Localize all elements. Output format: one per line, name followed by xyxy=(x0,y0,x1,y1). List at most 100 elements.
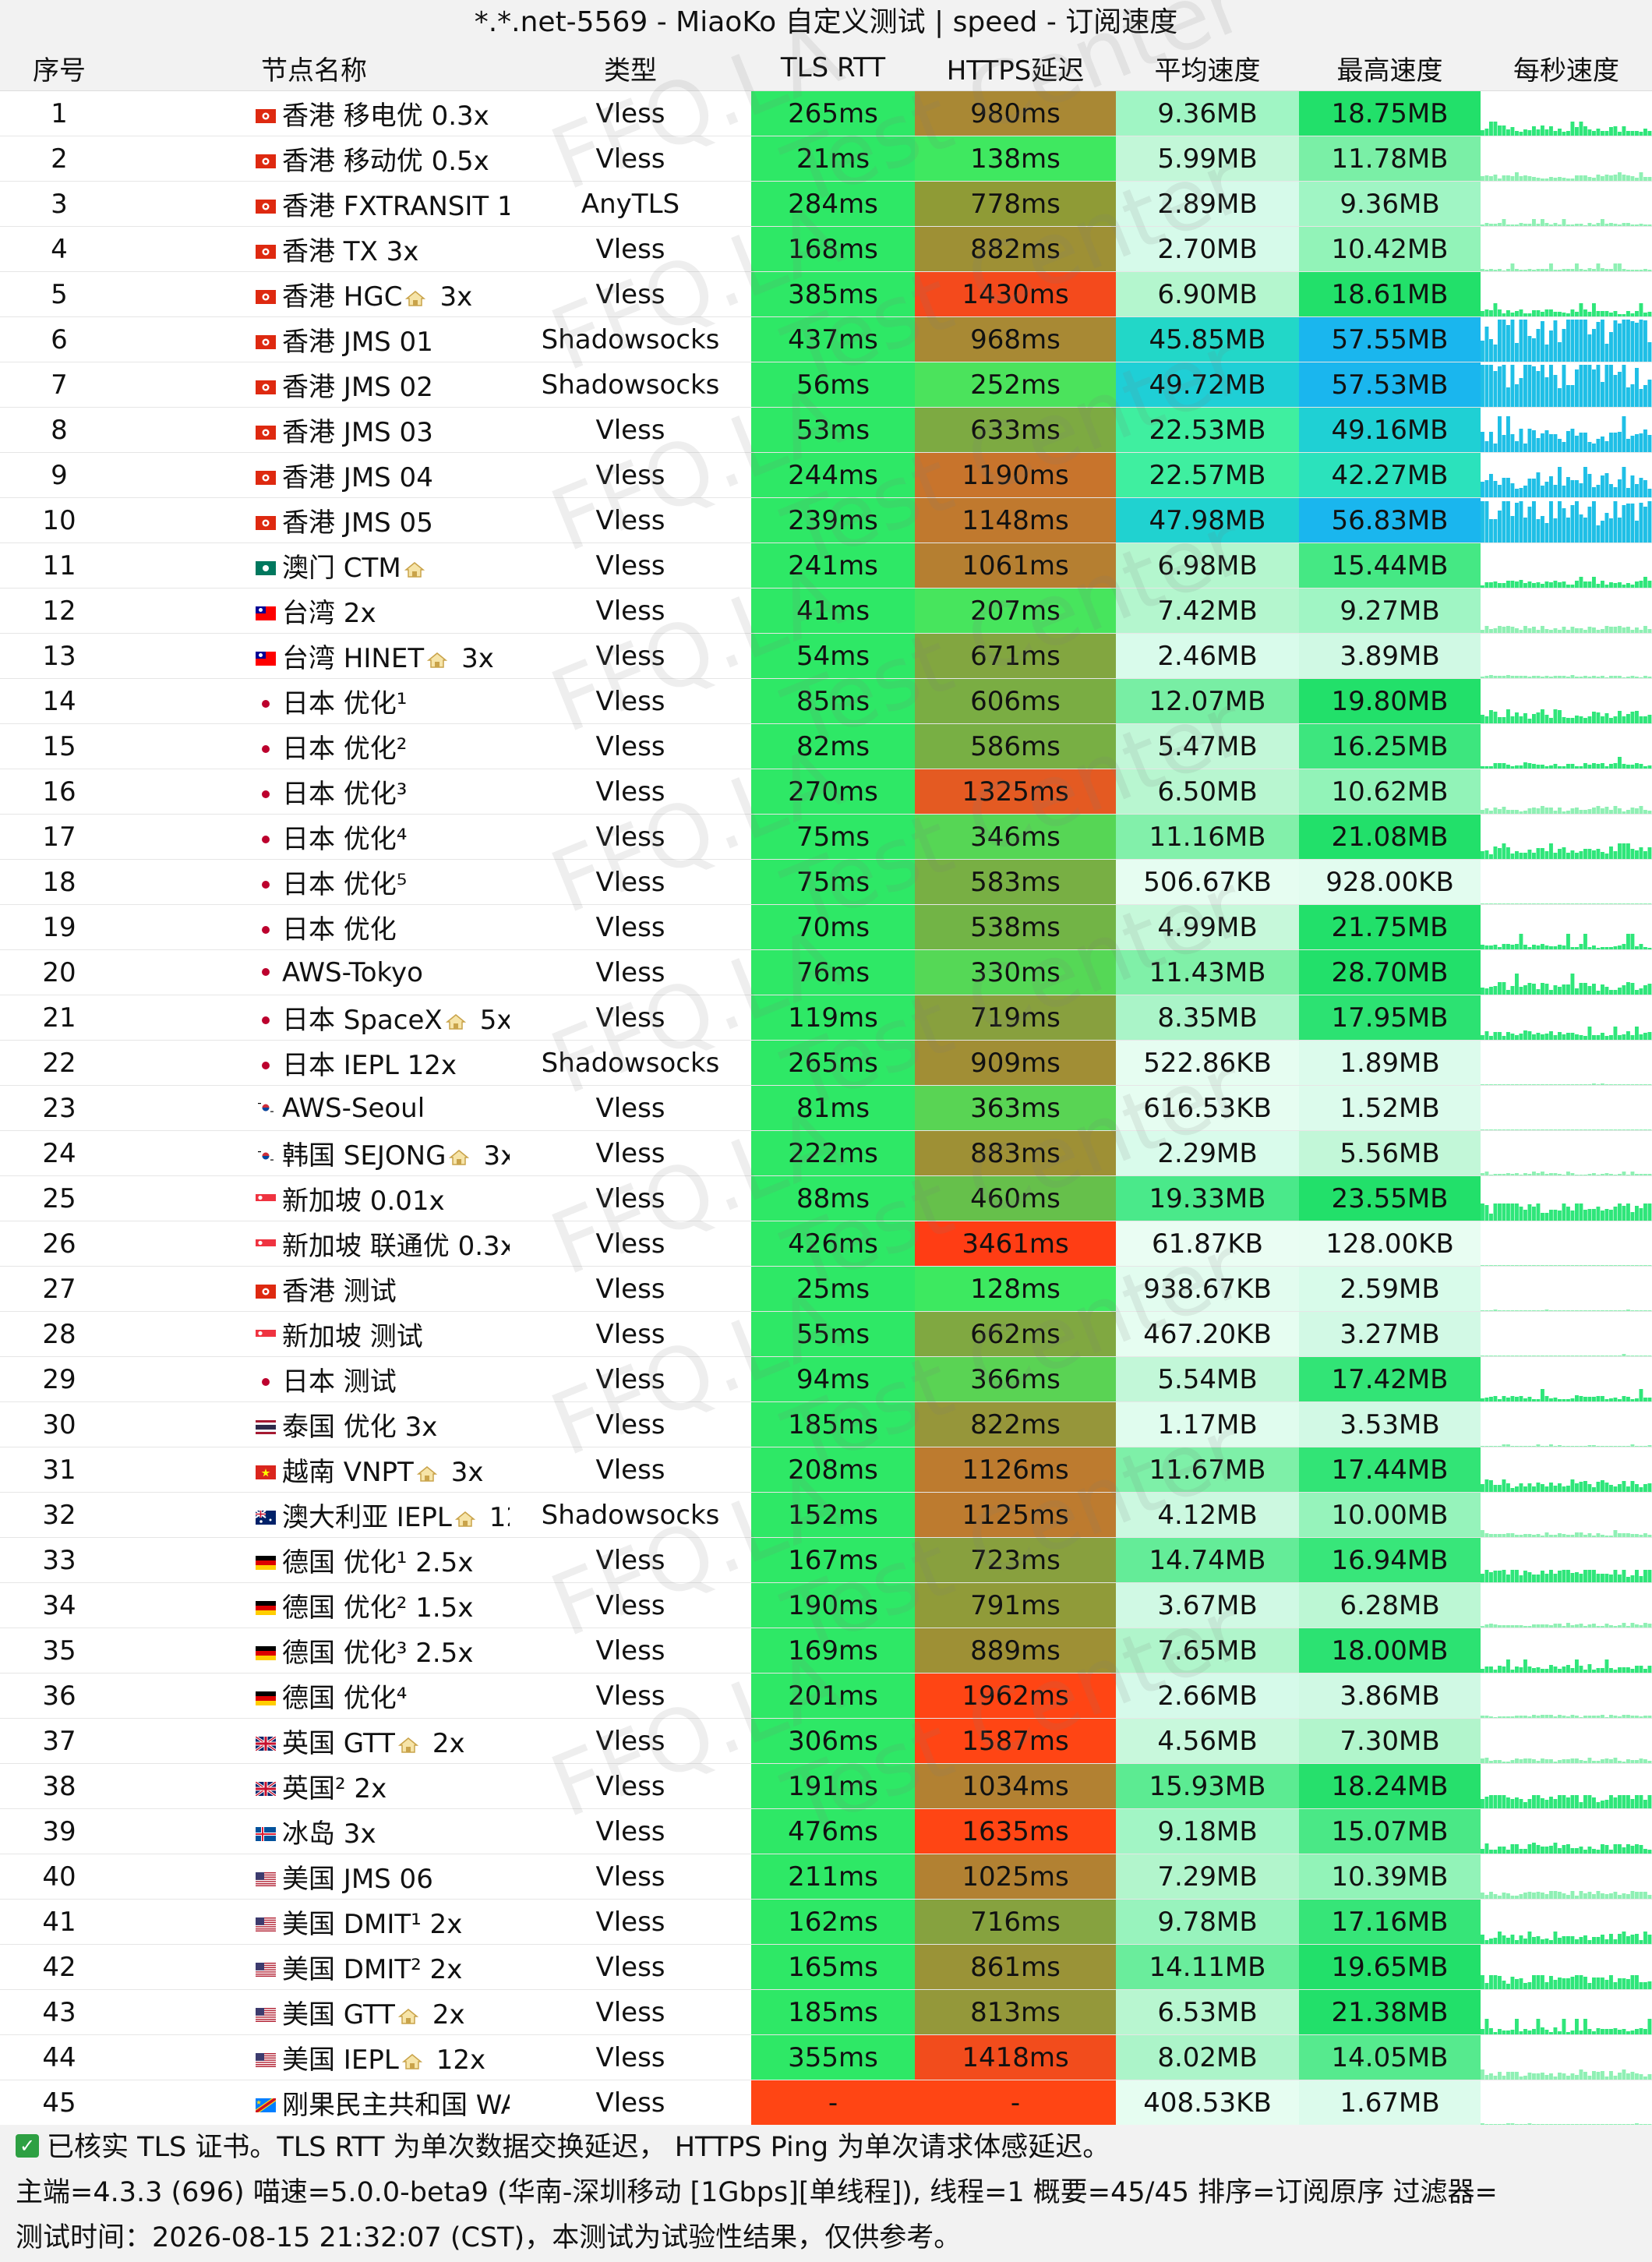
jp-flag-icon xyxy=(256,688,282,719)
speed-sample-bar xyxy=(1575,947,1579,949)
speed-sample-bar xyxy=(1579,1802,1583,1808)
avg-speed: 9.36MB xyxy=(1116,90,1299,136)
table-row[interactable]: 23 AWS-Seoul Vless 81ms 363ms 616.53KB 1.52MB xyxy=(0,1085,1652,1131)
speed-sample-bar xyxy=(1536,1667,1541,1673)
table-row[interactable]: 31 越南 VNPT 3x Vless 208ms 1126ms 11.67MB 17.44M… xyxy=(0,1447,1652,1493)
speed-sample-bar xyxy=(1635,1716,1639,1718)
speed-sample-bar xyxy=(1536,2019,1541,2034)
table-row[interactable]: 30 泰国 优化 3x Vless 185ms 822ms 1.17MB 3.53MB xyxy=(0,1401,1652,1447)
row-index: 6 xyxy=(0,316,118,362)
node-type: Vless xyxy=(510,1175,751,1221)
table-row[interactable]: 19 日本 优化 Vless 70ms 538ms 4.99MB 21.75MB xyxy=(0,904,1652,950)
table-row[interactable]: 35 德国 优化³ 2.5x Vless 169ms 889ms 7.65MB 18.00M… xyxy=(0,1628,1652,1674)
table-row[interactable]: 40 美国 JMS 06 Vless 211ms 1025ms 7.29MB 10.39MB xyxy=(0,1854,1652,1900)
table-row[interactable]: 29 日本 测试 Vless 94ms 366ms 5.54MB 17.42MB xyxy=(0,1356,1652,1402)
speed-sample-bar xyxy=(1481,945,1484,949)
column-header-node-name[interactable]: 节点名称 xyxy=(118,45,510,91)
speed-sample-bar xyxy=(1639,320,1643,362)
speed-sample-bar xyxy=(1493,303,1498,316)
table-row[interactable]: 38 英国² 2x Vless 191ms 1034ms 15.93MB 18.24MB xyxy=(0,1763,1652,1809)
https-latency: 346ms xyxy=(915,814,1116,860)
table-row[interactable]: 34 德国 优化² 1.5x Vless 190ms 791ms 3.67MB 6.28MB xyxy=(0,1582,1652,1628)
table-row[interactable]: 37 英国 GTT 2x Vless 306ms 1587ms 4.56MB 7.30MB xyxy=(0,1718,1652,1764)
speed-sample-bar xyxy=(1536,1310,1541,1311)
node-type: Vless xyxy=(510,407,751,453)
column-header-avg-speed[interactable]: 平均速度 xyxy=(1116,45,1299,91)
column-header-max-speed[interactable]: 最高速度 xyxy=(1299,45,1481,91)
table-row[interactable]: 39 冰岛 3x Vless 476ms 1635ms 9.18MB 15.07MB xyxy=(0,1808,1652,1854)
table-row[interactable]: 9 香港 JMS 04 Vless 244ms 1190ms 22.57MB 42.27MB xyxy=(0,452,1652,498)
table-row[interactable]: 36 德国 优化⁴ Vless 201ms 1962ms 2.66MB 3.86MB xyxy=(0,1673,1652,1719)
node-name: 英国 GTT xyxy=(282,1728,395,1759)
speed-sample-bar xyxy=(1622,764,1626,769)
table-row[interactable]: 5 香港 HGC 3x Vless 385ms 1430ms 6.90MB 18.61MB xyxy=(0,271,1652,317)
table-row[interactable]: 12 台湾 2x Vless 41ms 207ms 7.42MB 9.27MB xyxy=(0,588,1652,634)
speed-sample-bar xyxy=(1570,2073,1575,2080)
speed-sample-bar xyxy=(1635,903,1639,904)
speed-sample-bar xyxy=(1622,1129,1626,1130)
table-row[interactable]: 1 香港 移电优 0.3x Vless 265ms 980ms 9.36MB 18.75MB xyxy=(0,90,1652,136)
table-row[interactable]: 42 美国 DMIT² 2x Vless 165ms 861ms 14.11MB 19.65… xyxy=(0,1944,1652,1990)
table-row[interactable]: 17 日本 优化⁴ Vless 75ms 346ms 11.16MB 21.08MB xyxy=(0,814,1652,860)
table-row[interactable]: 8 香港 JMS 03 Vless 53ms 633ms 22.53MB 49.16MB xyxy=(0,407,1652,453)
speed-sample-bar xyxy=(1541,125,1544,136)
table-row[interactable]: 13 台湾 HINET 3x Vless 54ms 671ms 2.46MB 3.89MB xyxy=(0,633,1652,679)
table-row[interactable]: 18 日本 优化⁵ Vless 75ms 583ms 506.67KB 928.00KB xyxy=(0,859,1652,905)
speed-sample-bar xyxy=(1639,1576,1643,1582)
speed-sample-bar xyxy=(1498,1446,1502,1447)
column-header-type[interactable]: 类型 xyxy=(510,45,751,91)
table-row[interactable]: 3香港 FXTRANSIT 1.5xAnyTLS284ms778ms2.89MB… xyxy=(0,181,1652,227)
speed-sample-bar xyxy=(1498,416,1502,452)
node-name: 美国 JMS 06 xyxy=(282,1864,433,1895)
table-row[interactable]: 43 美国 GTT 2x Vless 185ms 813ms 6.53MB 21.38MB xyxy=(0,1989,1652,2035)
speed-sample-bar xyxy=(1592,676,1596,678)
table-row[interactable]: 2 香港 移动优 0.5x Vless 21ms 138ms 5.99MB 11.78MB xyxy=(0,136,1652,182)
speed-sample-bar xyxy=(1515,1446,1519,1447)
table-row[interactable]: 7 香港 JMS 02 Shadowsocks 56ms 252ms 49.72MB 57.… xyxy=(0,362,1652,408)
table-row[interactable]: 20 AWS-Tokyo Vless 76ms 330ms 11.43MB 28.70MB xyxy=(0,949,1652,995)
table-row[interactable]: 11 澳门 CTM Vless 241ms 1061ms 6.98MB 15.44MB xyxy=(0,543,1652,588)
table-row[interactable]: 10 香港 JMS 05 Vless 239ms 1148ms 47.98MB 56.83M… xyxy=(0,497,1652,543)
speed-sample-bar xyxy=(1549,1535,1553,1537)
speed-sample-bar xyxy=(1609,764,1613,769)
speed-sample-bar xyxy=(1532,126,1536,136)
column-header-tls-rtt[interactable]: TLS RTT xyxy=(751,45,915,91)
speed-sample-bar xyxy=(1558,1892,1562,1899)
speed-sample-bar xyxy=(1506,1850,1510,1854)
table-row[interactable]: 33 德国 优化¹ 2.5x Vless 167ms 723ms 14.74MB 16.94… xyxy=(0,1537,1652,1583)
table-row[interactable]: 27 香港 测试 Vless 25ms 128ms 938.67KB 2.59MB xyxy=(0,1266,1652,1312)
speed-sample-bar xyxy=(1562,581,1566,588)
column-header-https-latency[interactable]: HTTPS延迟 xyxy=(915,45,1116,91)
node-name-cell: 香港 JMS 04 xyxy=(118,452,510,498)
table-row[interactable]: 16 日本 优化³ Vless 270ms 1325ms 6.50MB 10.62MB xyxy=(0,769,1652,815)
table-row[interactable]: 28 新加坡 测试 Vless 55ms 662ms 467.20KB 3.27MB xyxy=(0,1311,1652,1357)
table-row[interactable]: 15 日本 优化² Vless 82ms 586ms 5.47MB 16.25MB xyxy=(0,723,1652,769)
column-header-per-second-speed[interactable]: 每秒速度 xyxy=(1481,45,1652,91)
speed-sample-bar xyxy=(1613,263,1618,271)
speed-sample-bar xyxy=(1575,320,1579,362)
table-row[interactable]: 44 美国 IEPL 12x Vless 355ms 1418ms 8.02MB 14.05M… xyxy=(0,2034,1652,2080)
speed-sample-bar xyxy=(1583,676,1587,678)
speed-sample-bar xyxy=(1519,378,1523,407)
cd-flag-icon xyxy=(256,2090,282,2121)
node-name: 日本 SpaceX xyxy=(282,1005,443,1036)
speed-sample-bar xyxy=(1626,311,1630,316)
table-row[interactable]: 6 香港 JMS 01 Shadowsocks 437ms 968ms 45.85MB 57… xyxy=(0,316,1652,362)
speed-sample-bar xyxy=(1523,175,1527,181)
table-row[interactable]: 14 日本 优化¹ Vless 85ms 606ms 12.07MB 19.80MB xyxy=(0,678,1652,724)
speed-sample-bar xyxy=(1626,1084,1630,1085)
table-row[interactable]: 25 新加坡 0.01x Vless 88ms 460ms 19.33MB 23.55MB xyxy=(0,1175,1652,1221)
speed-sample-bar xyxy=(1527,2073,1532,2080)
table-row[interactable]: 26 新加坡 联通优 0.3x Vless 426ms 3461ms 61.87KB 128… xyxy=(0,1221,1652,1267)
table-row[interactable]: 4 香港 TX 3x Vless 168ms 882ms 2.70MB 10.42MB xyxy=(0,226,1652,272)
speed-sample-bar xyxy=(1604,1446,1609,1447)
column-header-index[interactable]: 序号 xyxy=(0,45,118,91)
tls-rtt: 222ms xyxy=(751,1130,915,1176)
table-row[interactable]: 21 日本 SpaceX 5x Vless 119ms 719ms 8.35MB 17.95M… xyxy=(0,995,1652,1041)
table-row[interactable]: 41 美国 DMIT¹ 2x Vless 162ms 716ms 9.78MB 17.16M… xyxy=(0,1899,1652,1945)
table-row[interactable]: 22 日本 IEPL 12x Shadowsocks 265ms 909ms 522.86… xyxy=(0,1040,1652,1086)
